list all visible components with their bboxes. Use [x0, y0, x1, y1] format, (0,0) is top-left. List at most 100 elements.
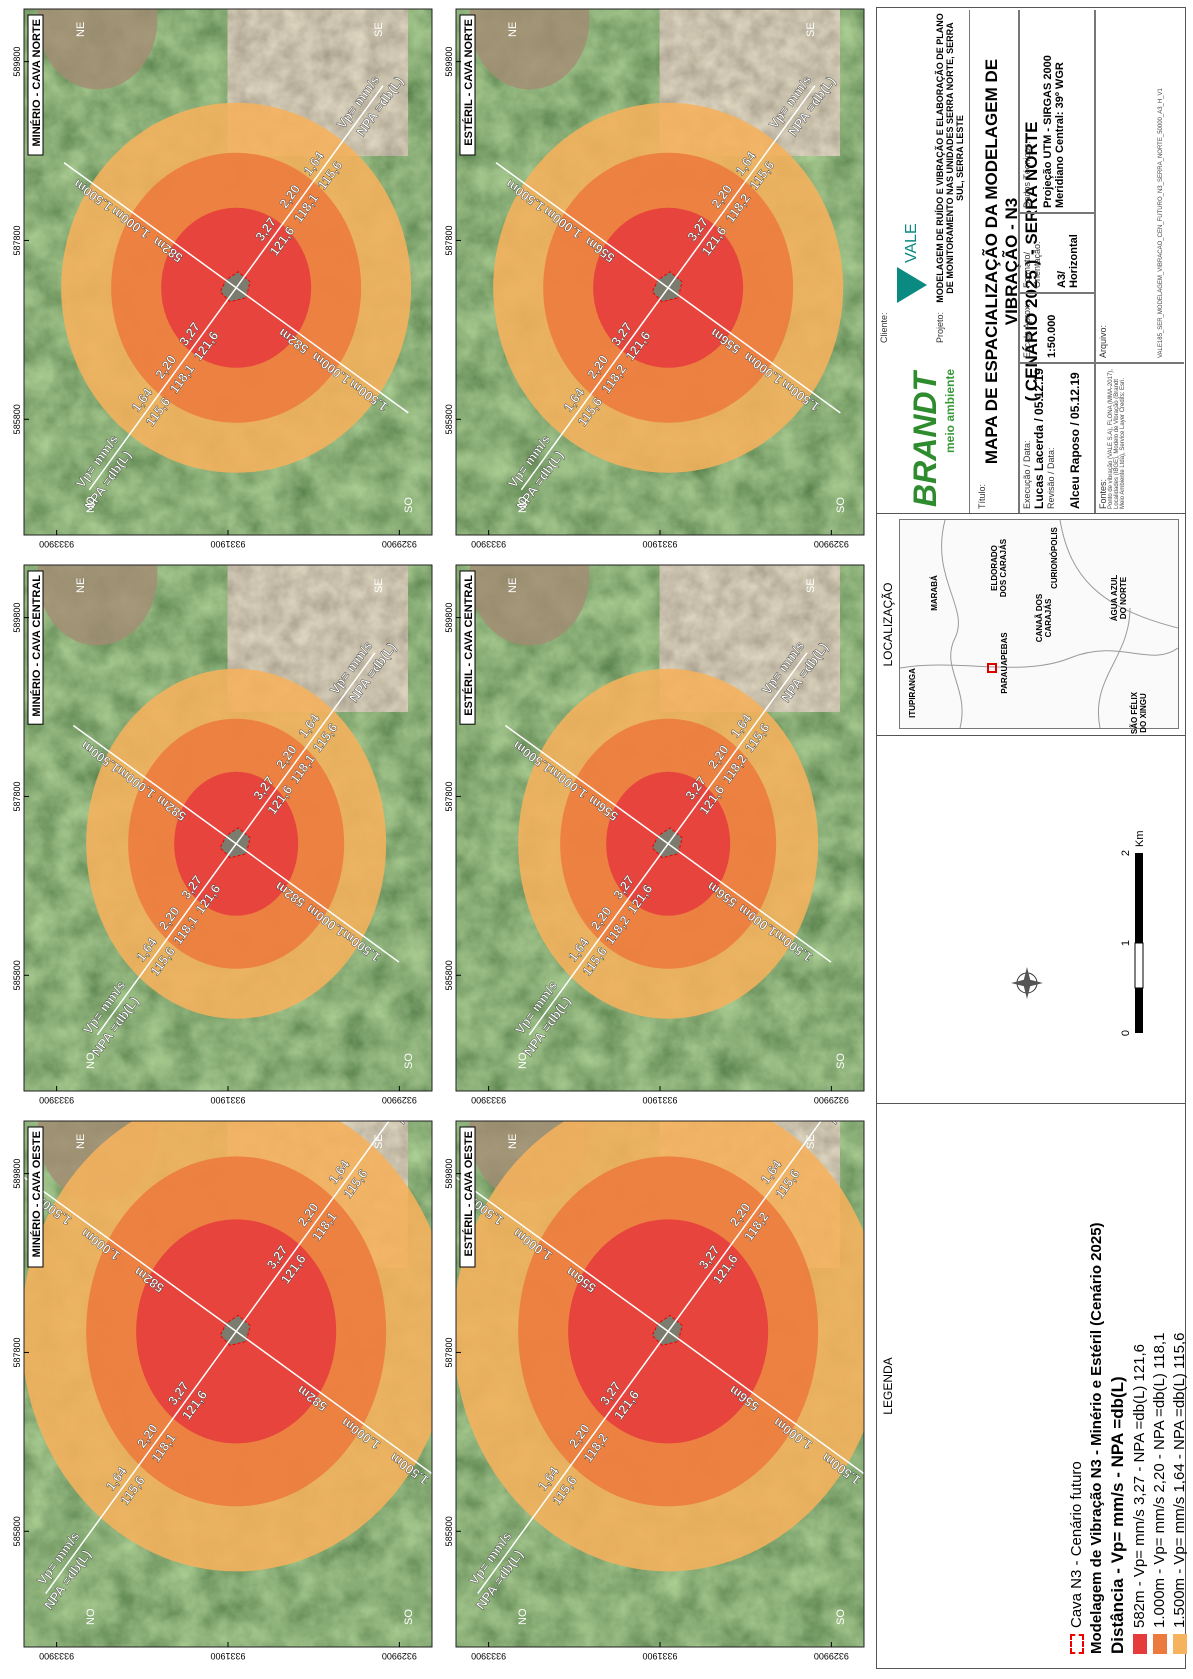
x-coord-label: 589800 [444, 47, 454, 77]
panel-title: MINÉRIO - CAVA OESTE [30, 1131, 43, 1257]
company-logo: BRANDT [907, 372, 944, 507]
scale-bar [1135, 988, 1143, 1033]
direction-label: SE [373, 22, 385, 37]
direction-label: SO [403, 1609, 415, 1625]
direction-label: NE [507, 578, 519, 593]
direction-label: NO [517, 1052, 529, 1069]
direction-label: NO [85, 496, 97, 513]
direction-label: SE [373, 1134, 385, 1149]
location-map: ITUPIRANGA MARABÁ SÃO FÉLIX DO XINGU PAR… [899, 519, 1179, 729]
x-coord-label: 585800 [12, 404, 22, 434]
x-coord-label: 587800 [444, 225, 454, 255]
field-label: Fontes: [1098, 368, 1108, 509]
x-coord-label: 585800 [12, 960, 22, 990]
place-label: CURIONÓPOLIS [1050, 518, 1059, 598]
y-coord-label: 9333900 [39, 1651, 74, 1661]
direction-label: SO [835, 1053, 847, 1069]
place-label: ELDORADO DOS CARAJÁS [990, 538, 1008, 598]
place-label: ÁGUA AZUL DO NORTE [1110, 568, 1128, 628]
logos: BRANDT meio ambiente Cliente: VALE Proje… [877, 10, 969, 513]
direction-label: NE [75, 22, 87, 37]
panel-title: MINÉRIO - CAVA NORTE [30, 19, 43, 147]
x-coord-label: 585800 [444, 404, 454, 434]
direction-label: NO [85, 1608, 97, 1625]
map-panel: Vp= mm/sNPA =db(L)3,272,201,64121,6118,1… [12, 1048, 459, 1661]
x-coord-label: 585800 [12, 1516, 22, 1546]
x-coord-label: 589800 [12, 603, 22, 633]
scale-label: 1 [1120, 940, 1132, 946]
y-coord-label: 9331900 [642, 1651, 677, 1661]
y-coord-label: 9329900 [814, 1651, 849, 1661]
exec-cell: Execução / Data: Lucas Lacerda / 05.12.1… [1019, 363, 1095, 513]
swatch [1070, 1634, 1084, 1654]
direction-label: SO [403, 1053, 415, 1069]
legend-item: 1.000m - Vp= mm/s 2,20 - NPA =db(L) 118,… [1151, 1222, 1168, 1654]
y-coord-label: 9329900 [382, 1651, 417, 1661]
x-coord-label: 585800 [444, 960, 454, 990]
legend-text: Modelagem de Vibração N3 - Minério e Est… [1088, 1222, 1105, 1654]
direction-label: SO [835, 1609, 847, 1625]
title-block: BRANDT meio ambiente Cliente: VALE Proje… [877, 10, 1185, 513]
y-coord-label: 9333900 [471, 539, 506, 549]
x-coord-label: 587800 [12, 1337, 22, 1367]
map-panel: Vp= mm/sNPA =db(L)3,272,201,64121,6118,1… [12, 0, 432, 549]
legend: LEGENDA Cava N3 - Cenário futuro Modelag… [877, 1103, 1185, 1668]
scale-unit: Km [1134, 831, 1146, 848]
x-coord-label: 585800 [444, 1516, 454, 1546]
field-value: A3/ Horizontal [1056, 218, 1080, 288]
y-coord-label: 9329900 [814, 1095, 849, 1105]
field-label: Execução / Data: [1022, 368, 1032, 509]
direction-label: SO [835, 497, 847, 513]
direction-label: SE [805, 1134, 817, 1149]
map-panel: Vp= mm/sNPA =db(L)3,272,201,64121,6118,1… [12, 492, 432, 1105]
direction-label: NO [85, 1052, 97, 1069]
x-coord-label: 587800 [444, 1337, 454, 1367]
scale-bar [1135, 943, 1143, 988]
place-label: PARAUAPEBAS [1000, 628, 1009, 698]
legend-text: Cava N3 - Cenário futuro [1068, 1461, 1085, 1628]
y-coord-label: 9333900 [471, 1095, 506, 1105]
y-coord-label: 9329900 [382, 539, 417, 549]
field-label: Título: [977, 484, 987, 509]
swatch [1133, 1634, 1147, 1654]
panel-title: MINÉRIO - CAVA CENTRAL [30, 575, 43, 717]
field-label: Arquivo: [1098, 14, 1108, 358]
direction-label: NE [507, 1134, 519, 1149]
y-coord-label: 9331900 [210, 1651, 245, 1661]
y-coord-label: 9331900 [642, 1095, 677, 1105]
page: Vp= mm/sNPA =db(L)3,272,201,64121,6118,1… [0, 0, 1193, 1679]
direction-label: SE [805, 578, 817, 593]
field-label: Revisão / Data: [1046, 368, 1056, 509]
legend-text: 1.500m - Vp= mm/s 1,64 - NPA =db(L) 115,… [1171, 1333, 1188, 1628]
swatch [1173, 1634, 1187, 1654]
legend-text: Distância - Vp= mm/s - NPA =db(L) [1108, 1222, 1128, 1654]
north-arrow [1011, 967, 1043, 999]
title-cell: Título: MAPA DE ESPACIALIZAÇÃO DA MODELA… [969, 10, 1019, 513]
field-value: Alceu Raposo / 05.12.19 [1068, 368, 1082, 509]
field-label: Cliente: [879, 312, 889, 343]
direction-label: NE [75, 578, 87, 593]
direction-label: SE [805, 22, 817, 37]
sources-cell: Fontes: Ponto de vibração (VALE S.A), FL… [1095, 363, 1184, 513]
legend-strip: LEGENDA Cava N3 - Cenário futuro Modelag… [876, 7, 1186, 1669]
scale-section: 0 1 2 Km [877, 735, 1185, 1103]
legend-heading: LEGENDA [877, 1104, 895, 1668]
location-marker [988, 664, 996, 672]
location-section: LOCALIZAÇÃO ITUPIRANGA MARABÁ SÃO FÉLIX … [877, 513, 1185, 735]
field-value: Meridiano Central: 39º WGR [1054, 14, 1066, 208]
panel-title: ESTÉRIL - CAVA CENTRAL [462, 575, 475, 716]
x-coord-label: 589800 [12, 47, 22, 77]
direction-label: NE [75, 1134, 87, 1149]
scale-label: 0 [1120, 1030, 1132, 1036]
field-label: Escala Aprox.: [1022, 298, 1032, 358]
place-label: ITUPIRANGA [908, 658, 917, 728]
y-coord-label: 9331900 [642, 539, 677, 549]
y-coord-label: 9333900 [471, 1651, 506, 1661]
